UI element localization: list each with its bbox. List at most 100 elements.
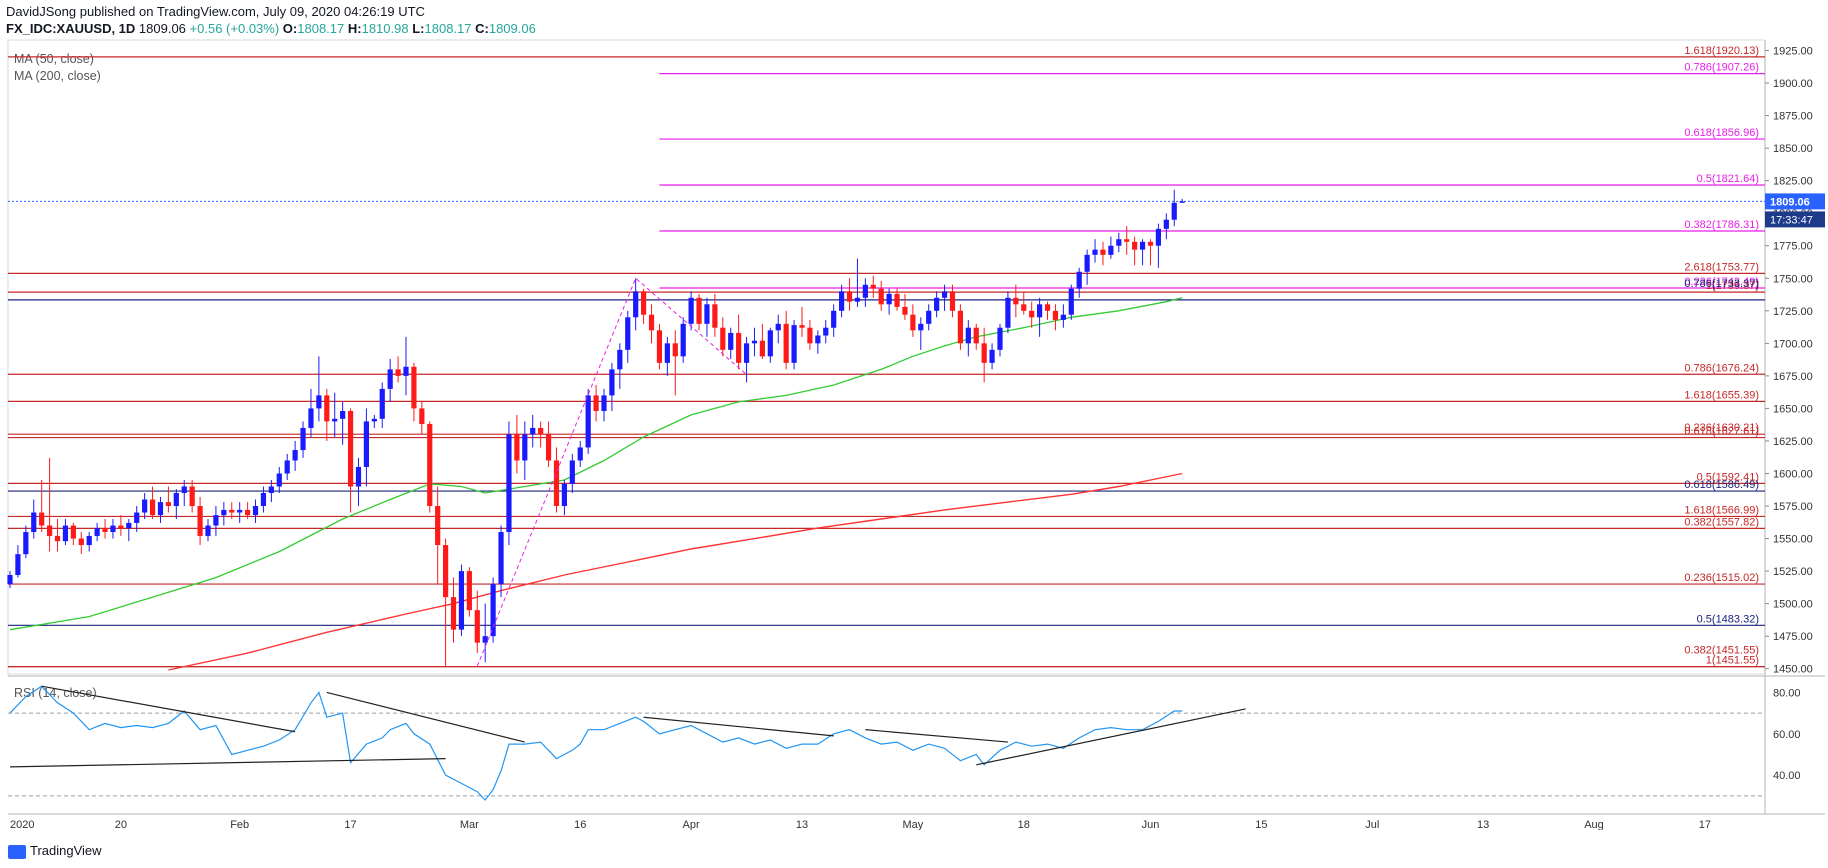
time-tick-label: Feb — [230, 819, 249, 830]
close-value: 1809.06 — [488, 21, 536, 36]
candle-body — [340, 411, 346, 419]
level-label: 0.382(1451.55) — [1684, 645, 1759, 657]
candle-body — [482, 636, 488, 643]
candle-body — [965, 327, 971, 344]
price-tick-label: 1525.00 — [1773, 566, 1813, 578]
price-tick-label: 1625.00 — [1773, 436, 1813, 448]
candle-body — [387, 369, 393, 389]
price-tick-label: 1675.00 — [1773, 371, 1813, 383]
ohlc-header: FX_IDC:XAUUSD, 1D 1809.06 +0.56 (+0.03%)… — [6, 21, 536, 36]
candle-body — [1084, 254, 1090, 272]
candle-body — [308, 408, 314, 428]
candle-body — [815, 335, 821, 344]
candle-body — [276, 473, 282, 487]
candle-body — [720, 327, 726, 350]
candle-body — [1163, 219, 1169, 229]
candle-body — [712, 304, 718, 328]
candle-body — [545, 434, 552, 461]
candle-body — [284, 460, 290, 474]
candle-body — [134, 512, 140, 523]
candle-body — [728, 332, 734, 350]
high-label: H: — [347, 21, 362, 36]
ma200-legend[interactable]: MA (200, close) — [14, 69, 101, 83]
price-tick-label: 1600.00 — [1773, 468, 1813, 480]
candle-body — [522, 434, 528, 461]
candle-body — [918, 323, 924, 331]
ma50-legend[interactable]: MA (50, close) — [14, 52, 94, 66]
level-label: 0.786(1733.37) — [1684, 278, 1759, 290]
rsi-trendline — [643, 716, 834, 737]
time-tick-label: 18 — [1018, 819, 1030, 830]
candle-body — [759, 340, 765, 357]
candle-body — [823, 327, 829, 336]
candle-body — [934, 297, 940, 311]
low-value: 1808.17 — [424, 21, 472, 36]
candle-body — [371, 418, 377, 422]
candle-body — [149, 499, 156, 516]
level-label: 0.618(1856.96) — [1684, 127, 1759, 139]
candle-body — [1171, 202, 1177, 220]
candle-body — [1076, 271, 1082, 289]
candle-body — [775, 323, 781, 331]
candle-body — [498, 532, 504, 585]
time-tick-label: Mar — [460, 819, 479, 830]
candle-body — [1037, 304, 1043, 318]
candle-body — [1108, 245, 1114, 255]
publish-info: DavidJSong published on TradingView.com,… — [6, 4, 425, 19]
candle-body — [126, 522, 132, 529]
candle-body — [260, 493, 267, 507]
candle-body — [435, 506, 441, 546]
candle-body — [656, 330, 663, 363]
candle-body — [1155, 228, 1161, 246]
candle-body — [926, 310, 932, 324]
rsi-legend[interactable]: RSI (14, close) — [14, 686, 97, 700]
level-label: 0.618(1627.61) — [1684, 426, 1759, 438]
candle-body — [839, 291, 845, 311]
tradingview-brand[interactable]: TradingView — [8, 843, 102, 859]
rsi-tick-label: 60.00 — [1773, 729, 1801, 741]
candle-body — [474, 610, 480, 643]
level-label: 0.382(1557.82) — [1684, 516, 1759, 528]
candle-body — [680, 323, 686, 357]
rsi-tick-label: 80.00 — [1773, 687, 1801, 699]
candle-body — [1029, 310, 1035, 318]
candle-body — [1005, 297, 1011, 328]
candle-body — [173, 493, 179, 507]
level-label: 0.5(1592.41) — [1697, 471, 1759, 483]
candle-body — [1044, 304, 1051, 311]
candle-body — [1092, 249, 1098, 255]
candle-body — [989, 349, 995, 363]
candle-body — [561, 483, 567, 507]
countdown-tag — [1765, 211, 1825, 228]
candle-body — [268, 486, 274, 494]
price-chart[interactable]: 1925.001900.001875.001850.001825.001800.… — [0, 0, 1828, 830]
candle-body — [949, 291, 956, 311]
candle-body — [102, 528, 108, 533]
candle-body — [767, 330, 773, 357]
candle-body — [601, 395, 607, 412]
level-label: 0.786(1676.24) — [1684, 362, 1759, 374]
candle-body — [1060, 314, 1066, 320]
level-label: 2.618(1753.77) — [1684, 261, 1759, 273]
fib-swing-line — [476, 277, 747, 667]
time-tick-label: 17 — [1699, 819, 1711, 830]
ma200-line — [168, 472, 1183, 671]
price-change: +0.56 (+0.03%) — [189, 21, 280, 36]
tradingview-logo-icon — [8, 844, 26, 859]
price-tick-label: 1475.00 — [1773, 631, 1813, 643]
candle-body — [593, 395, 599, 412]
price-tick-label: 1725.00 — [1773, 306, 1813, 318]
candle-body — [878, 288, 884, 305]
candle-body — [862, 284, 868, 298]
candle-body — [458, 571, 465, 630]
price-tick-label: 1875.00 — [1773, 111, 1813, 123]
level-label: 1(1451.55) — [1706, 655, 1759, 667]
level-label: 1.618(1655.39) — [1684, 389, 1759, 401]
candle-body — [743, 343, 750, 363]
candle-body — [1100, 249, 1106, 255]
candle-body — [292, 450, 298, 461]
candle-body — [1068, 288, 1074, 315]
last-price-tag-label: 1809.06 — [1770, 196, 1810, 208]
candle-body — [514, 434, 520, 461]
candle-body — [142, 499, 148, 513]
